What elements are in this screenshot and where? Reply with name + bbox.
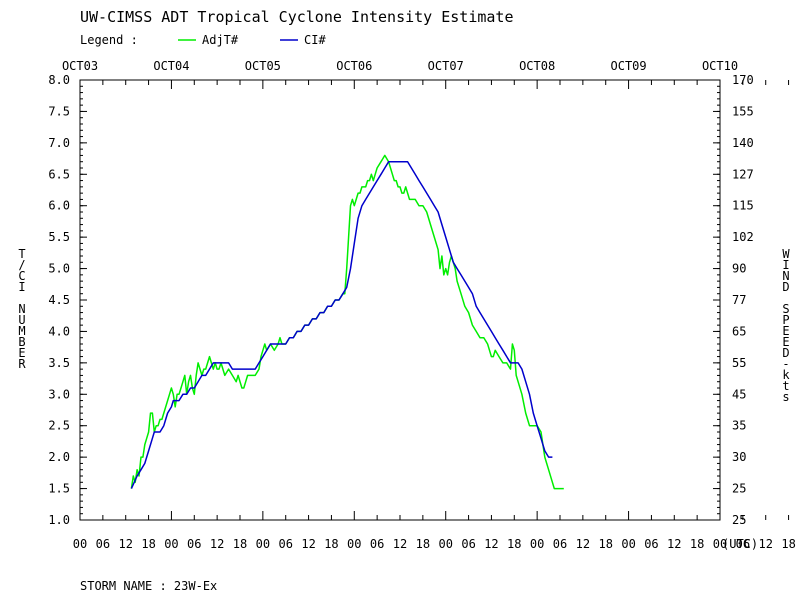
y-tick-label-right: 155 [732,104,754,118]
y-tick-label-right: 55 [732,356,746,370]
x-tick-label-hour: 12 [576,537,590,551]
y-tick-label-left: 2.5 [48,419,70,433]
x-tick-label-hour: 18 [324,537,338,551]
y-tick-label-right: 30 [732,450,746,464]
series-line-ci [130,160,553,489]
x-tick-label-hour: 00 [438,537,452,551]
y-tick-label-right: 35 [732,419,746,433]
y-tick-label-left: 2.0 [48,450,70,464]
y-tick-label-left: 1.0 [48,513,70,527]
y-tick-label-right: 102 [732,230,754,244]
x-tick-label-hour: 12 [484,537,498,551]
x-tick-label-hour: 12 [210,537,224,551]
x-date-label: OCT08 [519,59,555,73]
y-tick-label-right: 77 [732,293,746,307]
storm-name: STORM NAME : 23W-Ex [80,579,217,593]
y-tick-label-right: 25 [732,513,746,527]
y-tick-label-left: 1.5 [48,482,70,496]
y-tick-label-left: 4.0 [48,324,70,338]
x-tick-label-hour: 18 [690,537,704,551]
plot-frame [79,79,721,521]
x-tick-label-hour: 12 [393,537,407,551]
legend-entry-ci: CI# [304,33,326,47]
y-tick-label-left: 3.5 [48,356,70,370]
y-tick-label-left: 3.0 [48,387,70,401]
y-tick-label-left: 5.5 [48,230,70,244]
x-tick-label-hour: 06 [461,537,475,551]
x-tick-label-hour: 00 [530,537,544,551]
x-tick-label-hour: 18 [233,537,247,551]
x-tick-label-hour: 06 [370,537,384,551]
y-tick-label-right: 115 [732,199,754,213]
x-tick-label-hour: 00 [621,537,635,551]
y-tick-label-right: 45 [732,387,746,401]
series-group [130,154,564,490]
x-tick-label-hour: 12 [667,537,681,551]
x-tick-label-hour: 06 [187,537,201,551]
x-tick-label-hour: 18 [781,537,795,551]
x-tick-label-hour: 06 [553,537,567,551]
y-tick-label-left: 6.5 [48,167,70,181]
y-tick-label-left: 5.0 [48,262,70,276]
y-tick-label-left: 4.5 [48,293,70,307]
series-line-adjt [130,154,564,490]
x-date-label: OCT03 [62,59,98,73]
x-tick-label-hour: 12 [301,537,315,551]
x-tick-label-hour: 18 [416,537,430,551]
x-tick-label-hour: 00 [256,537,270,551]
x-tick-label-hour: 12 [758,537,772,551]
axes-group: 8.0 7.5 7.0 6.5 6.0 5.5 5.0 4.5 4.0 3.5 3.0 2.5 2.0 1… [18,59,795,551]
x-tick-label-hour: 18 [598,537,612,551]
y-tick-label-left: 7.0 [48,136,70,150]
x-date-label: OCT04 [153,59,189,73]
x-tick-label-hour: 00 [713,537,727,551]
legend-label: Legend : [80,33,138,47]
chart-title: UW-CIMSS ADT Tropical Cyclone Intensity … [80,8,513,26]
x-tick-label-hour: 00 [347,537,361,551]
x-tick-label-hour: 06 [96,537,110,551]
x-tick-label-hour: 12 [118,537,132,551]
x-tick-label-hour: 00 [73,537,87,551]
x-date-label: OCT09 [611,59,647,73]
y-tick-label-right: 140 [732,136,754,150]
y-tick-label-right: 127 [732,167,754,181]
x-utc-label: (UTC) [722,537,758,551]
x-date-label: OCT06 [336,59,372,73]
x-tick-label-hour: 06 [736,537,750,551]
x-date-label: OCT10 [702,59,738,73]
y-tick-label-right: 25 [732,482,746,496]
x-tick-label-hour: 18 [507,537,521,551]
legend-entry-adjt: AdjT# [202,33,239,47]
x-tick-label-hour: 00 [164,537,178,551]
y-tick-label-left: 7.5 [48,104,70,118]
y-tick-label-right: 65 [732,324,746,338]
x-tick-label-hour: 06 [278,537,292,551]
y-tick-label-right: 90 [732,262,746,276]
x-date-label: OCT07 [428,59,464,73]
x-tick-label-hour: 18 [141,537,155,551]
y-tick-label-left: 8.0 [48,73,70,87]
y-tick-label-left: 6.0 [48,199,70,213]
x-tick-label-hour: 06 [644,537,658,551]
x-date-label: OCT05 [245,59,281,73]
